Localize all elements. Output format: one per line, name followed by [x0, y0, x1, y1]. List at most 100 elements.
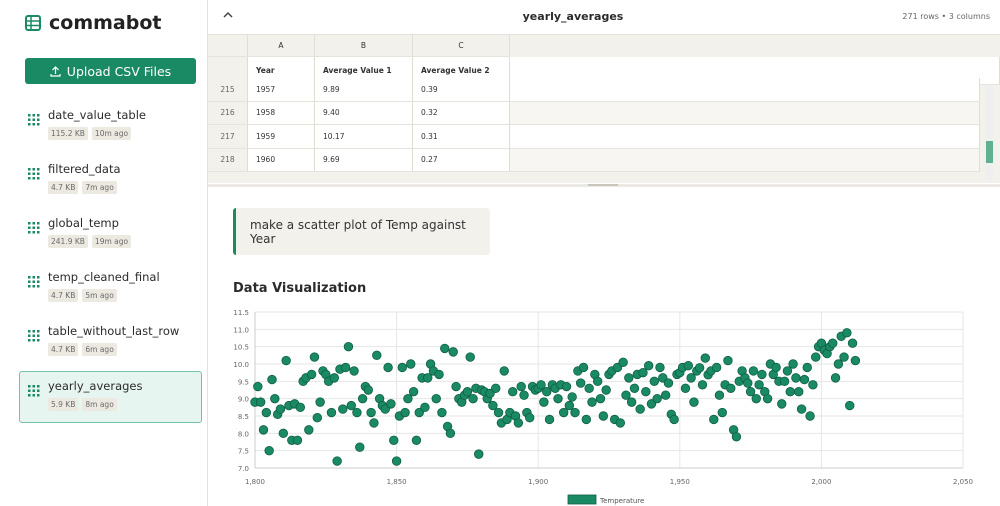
- point: [717, 407, 727, 418]
- point: [403, 393, 413, 404]
- point: [564, 400, 575, 411]
- upload-icon: [50, 65, 61, 77]
- grip-icon: [28, 330, 40, 342]
- point: [839, 352, 849, 362]
- file-size: 241.9 KB: [48, 235, 88, 248]
- point: [578, 362, 589, 373]
- point: [723, 355, 733, 366]
- y-tick-label: 9.5: [238, 378, 249, 386]
- point: [493, 407, 504, 418]
- scrollbar[interactable]: [986, 85, 993, 180]
- point: [655, 362, 665, 373]
- file-item[interactable]: global_temp 241.9 KB 19m ago: [20, 209, 201, 259]
- point: [587, 397, 597, 407]
- point: [757, 369, 767, 380]
- point: [309, 352, 320, 362]
- point: [261, 407, 272, 418]
- point: [437, 407, 447, 418]
- point: [683, 361, 693, 371]
- row-index: 215: [208, 78, 248, 102]
- point: [372, 350, 382, 361]
- cell: 1960: [248, 148, 315, 172]
- point: [270, 393, 280, 404]
- file-item[interactable]: yearly_averages 5.9 KB 8m ago: [19, 371, 202, 423]
- point: [434, 369, 444, 380]
- cell: 1959: [248, 125, 315, 149]
- upload-button[interactable]: Upload CSV Files: [25, 58, 196, 84]
- point: [352, 407, 362, 418]
- point: [343, 341, 354, 352]
- point: [363, 385, 373, 395]
- file-item[interactable]: table_without_last_row 4.7 KB 6m ago: [20, 317, 201, 367]
- point: [779, 376, 790, 387]
- collapse-icon[interactable]: [223, 11, 233, 19]
- logo-text: commabot: [49, 12, 162, 34]
- point: [748, 366, 759, 376]
- file-name: filtered_data: [48, 162, 121, 176]
- point: [465, 352, 475, 362]
- point: [491, 383, 501, 393]
- x-tick-label: 1,900: [528, 478, 548, 486]
- file-size: 5.9 KB: [48, 398, 79, 411]
- point: [275, 404, 286, 414]
- x-tick-label: 1,950: [670, 478, 690, 486]
- file-tags: 241.9 KB 19m ago: [48, 235, 132, 248]
- file-age: 8m ago: [82, 398, 117, 411]
- point: [754, 380, 764, 390]
- point: [423, 373, 433, 383]
- point: [389, 435, 399, 445]
- file-item[interactable]: temp_cleaned_final 4.7 KB 5m ago: [20, 263, 201, 313]
- y-tick-label: 11.5: [233, 309, 249, 317]
- scroll-thumb[interactable]: [986, 141, 993, 163]
- column-letter: A: [248, 35, 315, 57]
- point: [431, 393, 441, 404]
- point: [570, 407, 580, 418]
- y-tick-label: 11.0: [233, 326, 249, 334]
- point: [406, 359, 416, 369]
- point: [357, 393, 368, 404]
- resize-handle[interactable]: [588, 184, 618, 186]
- point: [618, 357, 628, 367]
- point: [451, 381, 461, 392]
- point: [791, 373, 801, 383]
- chart: Data Visualization 7.0 7.5 8.0 8.5 9.0 9.5 10.…: [233, 281, 973, 505]
- point: [420, 402, 430, 413]
- point: [581, 414, 592, 425]
- y-tick-label: 7.5: [238, 448, 249, 456]
- point: [355, 442, 365, 452]
- point: [338, 404, 348, 414]
- grip-icon: [28, 276, 40, 288]
- cell: 9.89: [315, 78, 413, 102]
- point: [386, 399, 396, 409]
- point: [519, 390, 529, 400]
- point: [649, 376, 660, 387]
- point: [315, 397, 325, 407]
- main: yearly_averages 271 rows • 3 columns A Ye…: [208, 0, 1000, 506]
- point: [850, 355, 861, 366]
- file-tags: 115.2 KB 10m ago: [48, 127, 132, 140]
- y-tick-label: 8.5: [238, 413, 249, 421]
- corner-cell: [208, 35, 248, 57]
- file-item[interactable]: filtered_data 4.7 KB 7m ago: [20, 155, 201, 205]
- point: [726, 383, 736, 393]
- cell: 1957: [248, 78, 315, 102]
- file-name: global_temp: [48, 216, 119, 230]
- cell: 0.31: [413, 125, 510, 149]
- point: [595, 393, 606, 404]
- point: [711, 362, 722, 373]
- file-tags: 4.7 KB 5m ago: [48, 289, 117, 302]
- file-age: 10m ago: [91, 127, 132, 140]
- y-tick-label: 10.0: [233, 361, 249, 369]
- logo: commabot: [25, 12, 161, 34]
- point: [785, 387, 795, 397]
- cell: 0.39: [413, 78, 510, 102]
- point: [799, 374, 810, 385]
- point: [660, 390, 671, 400]
- y-tick-label: 9.0: [238, 396, 249, 404]
- file-item[interactable]: date_value_table 115.2 KB 10m ago: [20, 101, 201, 151]
- point: [346, 400, 356, 411]
- file-size: 4.7 KB: [48, 343, 79, 356]
- legend-swatch: [567, 494, 597, 505]
- point: [513, 418, 524, 428]
- column-letter: B: [315, 35, 413, 57]
